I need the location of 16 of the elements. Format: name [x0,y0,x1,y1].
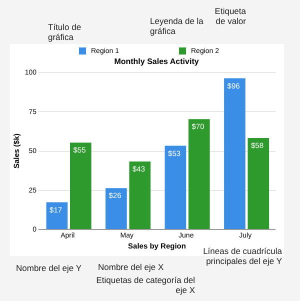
bar [46,202,68,229]
text: Leyenda de la gráfica [150,16,204,36]
text: Líneas de cuadrícula principales del eje Y [203,246,282,266]
bar [70,142,92,229]
text: Título de gráfica [48,22,82,42]
chart-title: Monthly Sales Activity [114,57,200,66]
text: Etiqueta de valor [214,6,246,26]
bar [188,119,210,229]
text: Nombre del eje Y [16,263,83,273]
text: Etiquetas de categoría del eje X [95,275,195,295]
bar [224,78,246,229]
bar [106,188,127,229]
bar [129,161,151,229]
bar [248,138,270,229]
bar [164,146,186,229]
text: Nombre del eje X [98,262,165,272]
